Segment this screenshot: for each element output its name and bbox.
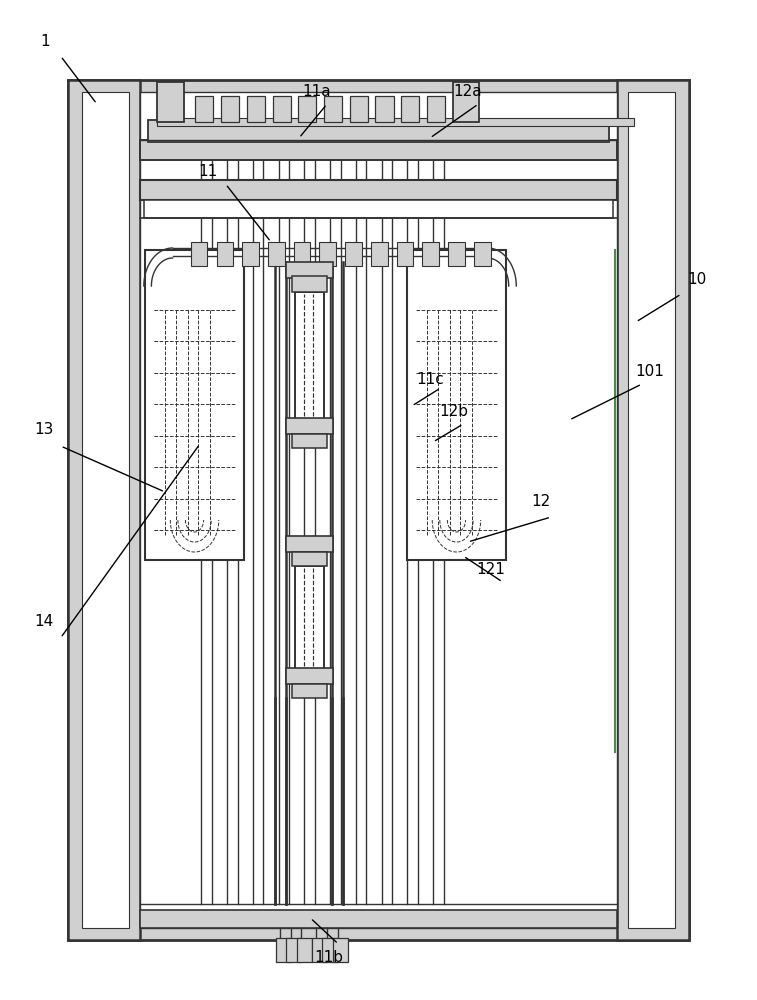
Bar: [221, 96, 239, 122]
Bar: [286, 536, 333, 552]
Bar: [422, 242, 439, 266]
Text: 12b: 12b: [440, 404, 469, 420]
Bar: [350, 96, 368, 122]
Bar: [82, 92, 129, 928]
Text: 121: 121: [476, 562, 505, 578]
Bar: [294, 242, 310, 266]
Bar: [286, 262, 333, 278]
Bar: [295, 566, 324, 670]
Bar: [292, 684, 327, 698]
Text: 11: 11: [198, 164, 218, 180]
Bar: [157, 118, 634, 126]
Bar: [322, 938, 338, 962]
Text: 14: 14: [34, 614, 54, 630]
Bar: [453, 82, 479, 122]
Text: 101: 101: [635, 364, 664, 379]
Bar: [371, 242, 388, 266]
Bar: [195, 96, 213, 122]
Bar: [297, 938, 312, 962]
Bar: [617, 80, 689, 940]
Bar: [407, 250, 506, 560]
Text: 11b: 11b: [315, 950, 344, 966]
Bar: [312, 938, 327, 962]
Bar: [298, 96, 316, 122]
Bar: [144, 200, 613, 218]
Text: 13: 13: [34, 422, 54, 438]
Bar: [276, 938, 291, 962]
Bar: [286, 668, 333, 684]
Bar: [247, 96, 265, 122]
Bar: [191, 242, 207, 266]
Bar: [333, 938, 348, 962]
Bar: [324, 96, 342, 122]
Bar: [292, 552, 327, 566]
Bar: [427, 96, 445, 122]
Bar: [295, 292, 324, 420]
Text: 1: 1: [41, 34, 50, 49]
Bar: [292, 276, 327, 292]
Bar: [474, 242, 491, 266]
Bar: [140, 910, 617, 928]
Bar: [68, 80, 140, 940]
Bar: [157, 82, 184, 122]
Bar: [140, 140, 617, 160]
Bar: [217, 242, 233, 266]
Bar: [319, 242, 336, 266]
Bar: [397, 242, 413, 266]
Bar: [286, 938, 301, 962]
Text: 11c: 11c: [416, 372, 444, 387]
Bar: [140, 180, 617, 200]
Text: 12a: 12a: [453, 85, 482, 100]
Bar: [401, 96, 419, 122]
Text: 12: 12: [531, 494, 551, 510]
Bar: [292, 434, 327, 448]
Bar: [628, 92, 675, 928]
Bar: [145, 250, 244, 560]
Bar: [286, 418, 333, 434]
Bar: [273, 96, 291, 122]
Bar: [375, 96, 394, 122]
Bar: [242, 242, 259, 266]
Text: 10: 10: [687, 272, 706, 288]
Bar: [345, 242, 362, 266]
Bar: [448, 242, 465, 266]
Text: 11a: 11a: [302, 85, 331, 100]
Bar: [68, 80, 689, 940]
Bar: [268, 242, 285, 266]
Bar: [148, 120, 609, 142]
Bar: [140, 92, 617, 928]
